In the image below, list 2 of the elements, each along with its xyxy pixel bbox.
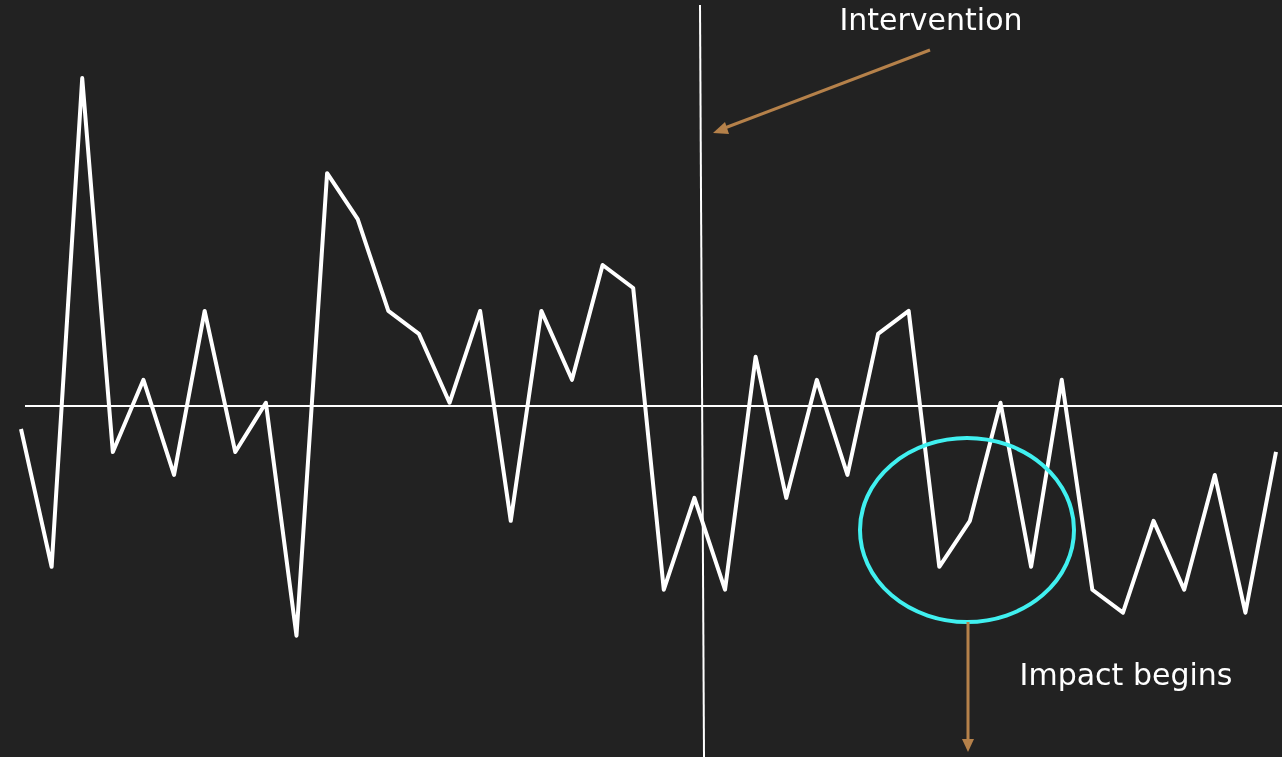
- text: Intervention: [839, 1, 1023, 37]
- text: Impact begins: [1019, 656, 1233, 692]
